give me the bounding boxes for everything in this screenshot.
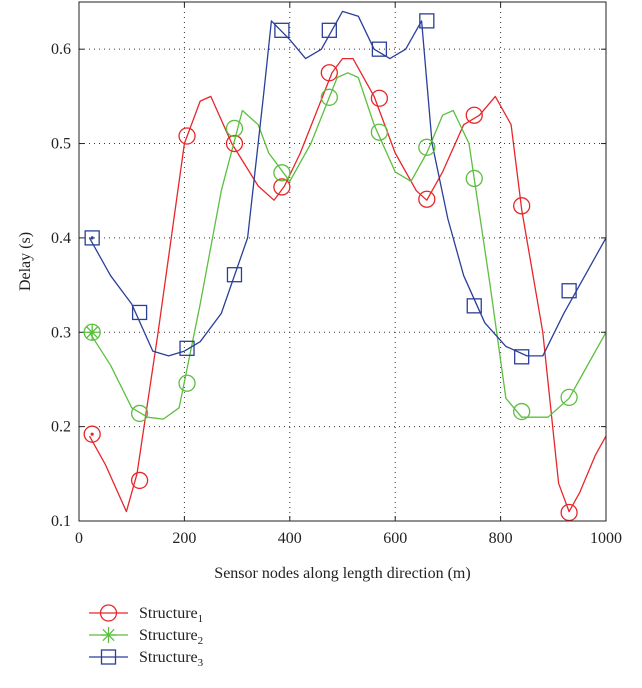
series-line-1 <box>88 57 607 513</box>
x-tick-label: 1000 <box>590 530 622 547</box>
series-3-marker <box>131 304 148 321</box>
x-tick-label: 200 <box>172 530 196 547</box>
series-1-marker <box>320 64 338 82</box>
series-line-2 <box>88 72 607 420</box>
y-tick-label: 0.6 <box>51 41 71 58</box>
legend-item-1: Structure1 <box>89 604 203 625</box>
series-1-marker <box>273 178 291 196</box>
series-3-marker <box>274 22 290 38</box>
series-3-marker <box>561 283 577 299</box>
series-markers <box>83 13 578 522</box>
series-1-marker <box>83 425 101 443</box>
series-3-marker <box>179 340 195 356</box>
series-2-marker <box>560 388 578 407</box>
x-tick-label: 800 <box>489 530 513 547</box>
series-3-marker <box>226 267 243 283</box>
series-2-marker <box>465 169 483 188</box>
y-tick-label: 0.1 <box>51 513 71 530</box>
legend-label: Structure2 <box>139 627 203 647</box>
series-2-marker <box>130 404 149 423</box>
grid <box>78 2 607 522</box>
series-1-marker <box>418 190 436 208</box>
series-2-dot <box>90 330 94 334</box>
series-2-marker <box>513 402 531 421</box>
y-tick-label: 0.3 <box>51 324 71 341</box>
series-3-marker <box>419 13 435 29</box>
x-axis-label: Sensor nodes along length direction (m) <box>214 565 470 582</box>
series-2-marker <box>273 164 291 182</box>
legend-label: Structure3 <box>139 649 204 669</box>
plot-frame <box>78 1 607 522</box>
series-3-marker <box>84 230 100 246</box>
x-tick-label: 0 <box>75 530 83 547</box>
legend-marker <box>99 604 118 622</box>
series-2-marker <box>370 123 389 141</box>
series-2-marker <box>418 138 436 156</box>
series-lines <box>88 10 607 513</box>
series-3-dot <box>90 236 94 240</box>
series-1-marker <box>513 197 531 215</box>
series-3-marker <box>371 41 388 57</box>
series-1-dot <box>90 432 94 436</box>
series-3-marker <box>466 298 482 314</box>
series-1-marker <box>130 471 149 490</box>
series-1-marker <box>370 89 389 107</box>
x-tick-label: 400 <box>278 530 302 547</box>
legend-item-2: Structure2 <box>89 627 203 647</box>
legend-item-3: Structure3 <box>89 649 204 669</box>
series-1-marker <box>225 134 244 153</box>
series-line-3 <box>88 10 607 357</box>
asterisk-stroke <box>102 628 115 642</box>
tick-labels: 0 200 400 600 800 1000 0.1 0.2 0.3 0.4 0.5 0.6 <box>51 41 622 547</box>
y-tick-label: 0.4 <box>51 230 71 247</box>
legend-label: Structure1 <box>139 605 203 625</box>
x-tick-label: 600 <box>383 530 407 547</box>
series-2-marker <box>320 88 338 106</box>
y-tick-label: 0.2 <box>51 419 71 436</box>
series-3-marker <box>321 22 337 38</box>
y-tick-label: 0.5 <box>51 136 71 153</box>
y-axis-label: Delay (s) <box>17 232 34 291</box>
series-1-marker <box>178 127 196 145</box>
legend-marker <box>100 649 117 665</box>
legend-marker <box>100 627 117 643</box>
series-1-marker <box>465 106 483 124</box>
series-2-marker <box>178 374 196 392</box>
series-2-marker <box>225 119 244 138</box>
series-1-marker <box>560 503 578 522</box>
series-3-marker <box>514 349 530 365</box>
